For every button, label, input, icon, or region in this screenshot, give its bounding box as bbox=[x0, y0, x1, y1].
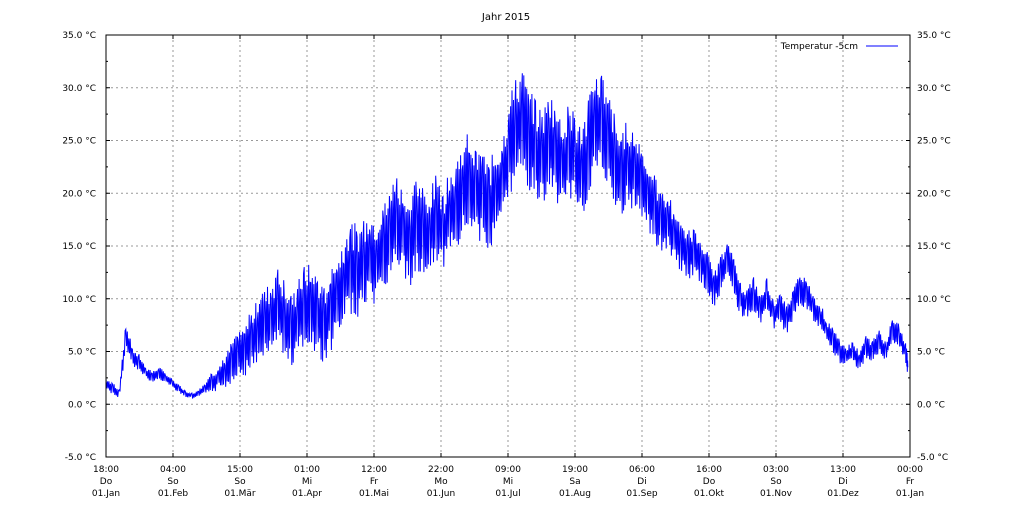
x-tick-time: 15:00 bbox=[227, 465, 253, 475]
y-tick-label: -5.0 °C bbox=[917, 453, 948, 463]
x-tick-time: 13:00 bbox=[830, 465, 856, 475]
x-tick-day: Mi bbox=[302, 477, 312, 487]
y-tick-label: 35.0 °C bbox=[62, 31, 96, 41]
x-tick-date: 01.Sep bbox=[626, 489, 658, 499]
x-tick-day: Mo bbox=[434, 477, 448, 487]
x-tick-day: So bbox=[770, 477, 782, 487]
x-tick-date: 01.Mai bbox=[359, 489, 389, 499]
y-tick-label: 15.0 °C bbox=[917, 242, 951, 252]
x-tick-day: Sa bbox=[569, 477, 580, 487]
y-tick-label: 10.0 °C bbox=[917, 295, 951, 305]
x-tick-date: 01.Okt bbox=[694, 489, 725, 499]
chart-title: Jahr 2015 bbox=[481, 12, 530, 23]
x-tick-time: 00:00 bbox=[897, 465, 923, 475]
x-tick-time: 16:00 bbox=[696, 465, 722, 475]
y-tick-label: 10.0 °C bbox=[62, 295, 96, 305]
y-tick-label: 20.0 °C bbox=[917, 189, 951, 199]
x-tick-date: 01.Jun bbox=[427, 489, 455, 499]
x-tick-day: Fr bbox=[370, 477, 379, 487]
legend-label: Temperatur -5cm bbox=[780, 42, 858, 52]
y-tick-label: 25.0 °C bbox=[917, 137, 951, 147]
x-tick-day: So bbox=[234, 477, 246, 487]
x-tick-day: Di bbox=[637, 477, 646, 487]
y-tick-label: 25.0 °C bbox=[62, 137, 96, 147]
y-tick-label: 20.0 °C bbox=[62, 189, 96, 199]
x-tick-time: 22:00 bbox=[428, 465, 454, 475]
x-tick-date: 01.Jul bbox=[495, 489, 520, 499]
x-tick-date: 01.Jan bbox=[896, 489, 924, 499]
x-axis: 18:00 Do 01.Jan 04:00 So 01.Feb 15:00 So 01.Mär 0… bbox=[92, 35, 924, 499]
y-tick-label: 30.0 °C bbox=[917, 84, 951, 94]
y-axis-right: -5.0 °C 0.0 °C 5.0 °C 10.0 °C 15.0 °C 20.0 °C… bbox=[906, 31, 951, 463]
x-tick-date: 01.Aug bbox=[559, 489, 591, 499]
x-tick-time: 06:00 bbox=[629, 465, 655, 475]
y-axis-left: -5.0 °C 0.0 °C 5.0 °C 10.0 °C 15.0 °C 20.0 °C… bbox=[62, 31, 110, 463]
y-tick-label: 0.0 °C bbox=[68, 400, 96, 410]
y-tick-label: -5.0 °C bbox=[65, 453, 96, 463]
y-tick-label: 15.0 °C bbox=[62, 242, 96, 252]
y-tick-label: 5.0 °C bbox=[917, 348, 945, 358]
y-tick-label: 5.0 °C bbox=[68, 348, 96, 358]
x-tick-date: 01.Apr bbox=[292, 489, 322, 499]
x-tick-time: 01:00 bbox=[294, 465, 320, 475]
x-tick-time: 19:00 bbox=[562, 465, 588, 475]
x-tick-day: Di bbox=[838, 477, 847, 487]
y-tick-label: 30.0 °C bbox=[62, 84, 96, 94]
x-tick-date: 01.Feb bbox=[158, 489, 189, 499]
x-tick-time: 03:00 bbox=[763, 465, 789, 475]
x-tick-date: 01.Nov bbox=[760, 489, 793, 499]
x-tick-time: 18:00 bbox=[93, 465, 119, 475]
legend: Temperatur -5cm bbox=[780, 42, 898, 52]
x-tick-day: Mi bbox=[503, 477, 513, 487]
x-tick-day: Fr bbox=[906, 477, 915, 487]
y-tick-label: 0.0 °C bbox=[917, 400, 945, 410]
x-tick-day: Do bbox=[100, 477, 113, 487]
series-group bbox=[105, 73, 909, 399]
series-line-temperatur bbox=[105, 73, 909, 399]
x-tick-date: 01.Dez bbox=[827, 489, 859, 499]
x-tick-day: Do bbox=[703, 477, 716, 487]
x-tick-time: 12:00 bbox=[361, 465, 387, 475]
x-tick-time: 04:00 bbox=[160, 465, 186, 475]
x-tick-date: 01.Mär bbox=[224, 489, 256, 499]
y-tick-label: 35.0 °C bbox=[917, 31, 951, 41]
plot-frame bbox=[105, 34, 911, 458]
x-tick-day: So bbox=[167, 477, 179, 487]
grid bbox=[106, 35, 910, 457]
x-tick-date: 01.Jan bbox=[92, 489, 120, 499]
x-tick-time: 09:00 bbox=[495, 465, 521, 475]
